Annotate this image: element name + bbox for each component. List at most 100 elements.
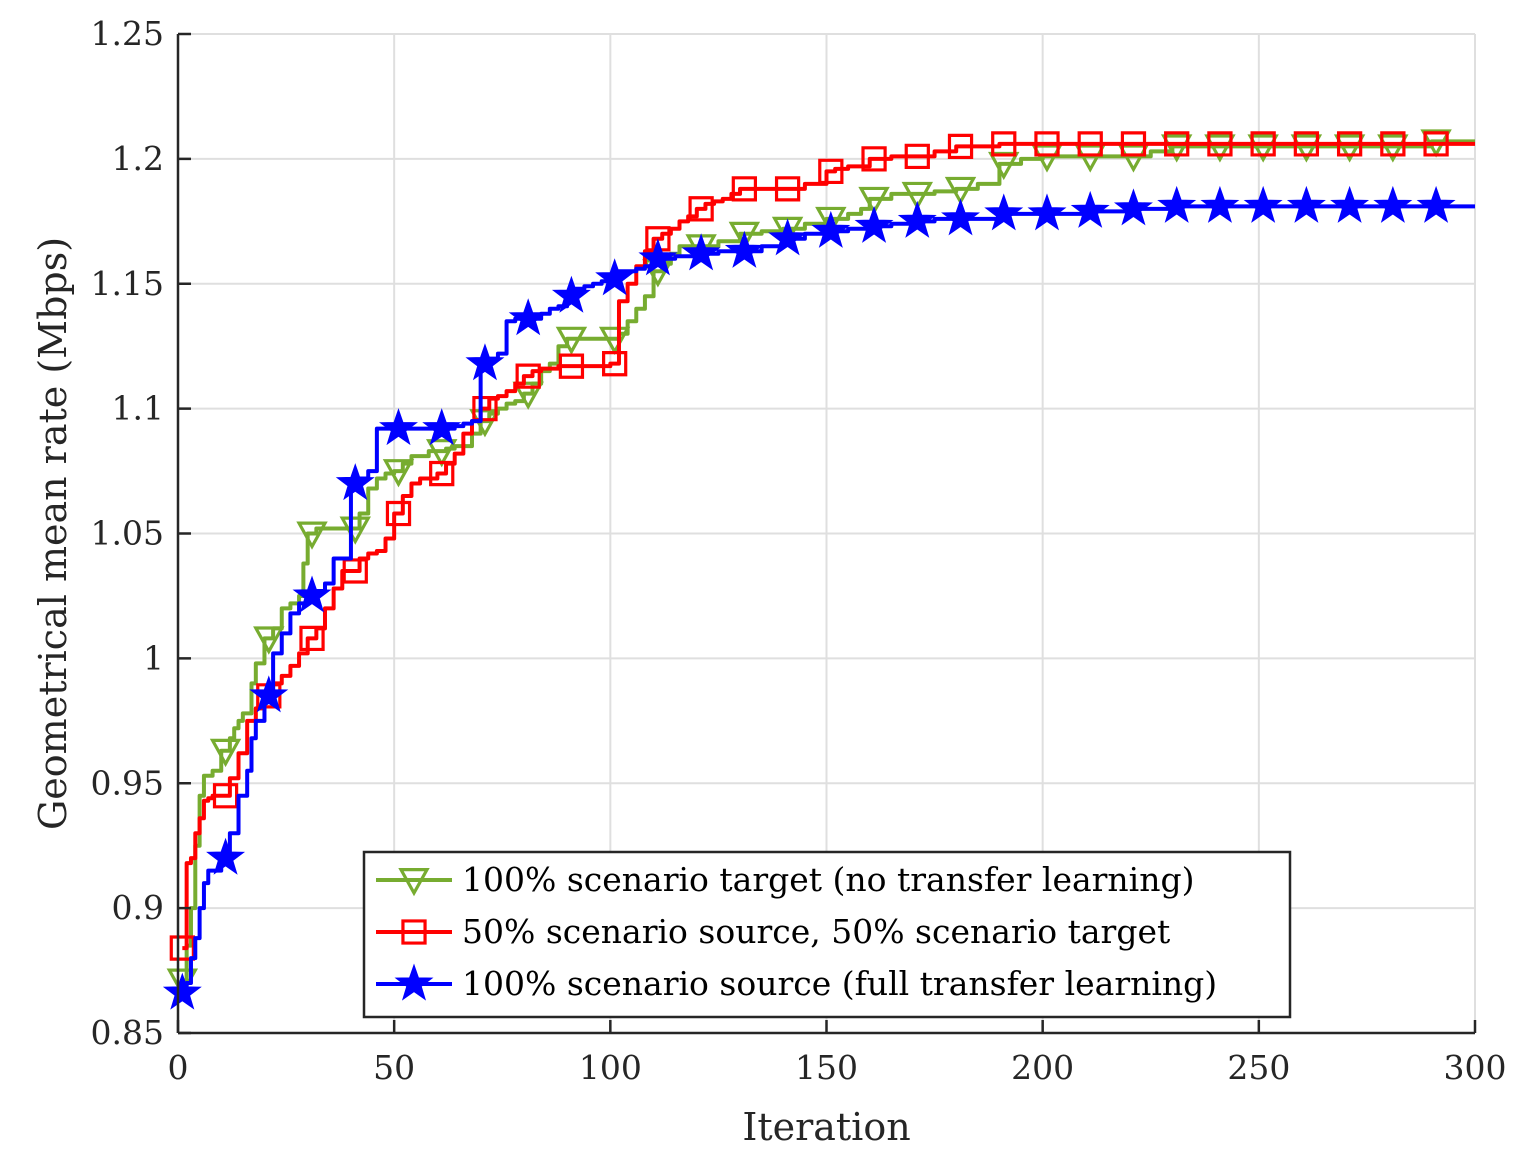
data-point-marker [335,463,375,501]
series-0 [166,129,1475,997]
series-line [182,139,1475,983]
data-point-marker [858,186,890,216]
data-point-marker [292,575,332,613]
ticks: 0 50 100 150 200 250 300 0.85 0.9 0.95 1 1.05 1.1 1.1… [91,14,1507,1087]
data-point-marker [249,675,289,713]
y-tick-label: 1.1 [112,389,164,428]
data-point-marker [1423,131,1449,157]
data-point-marker [1077,131,1103,157]
data-point-marker [638,238,678,276]
data-point-marker [1247,134,1279,163]
x-tick-label: 300 [1444,1048,1507,1087]
data-point-marker [1293,131,1320,157]
data-point-marker [774,176,801,202]
data-point-marker [768,218,808,256]
data-point-marker [1027,193,1067,231]
y-tick-label: 1.05 [91,514,164,553]
data-point-marker [339,516,371,545]
y-tick-label: 0.95 [91,763,164,802]
data-point-marker [1200,185,1240,223]
data-point-marker [1207,131,1233,157]
data-point-marker [947,133,974,160]
data-point-marker [1377,134,1409,163]
legend: 100% scenario target (no transfer learni… [362,850,1292,1019]
legend-entry-label: 100% scenario source (full transfer lear… [462,964,1217,1003]
data-point-marker [422,408,462,446]
legend-swatch-marker [401,919,427,945]
data-point-marker [1373,185,1413,223]
x-tick-label: 50 [373,1048,415,1087]
data-point-marker [731,176,758,202]
x-axis-title: Iteration [742,1105,910,1149]
legend-box [362,850,1292,1019]
series-line [182,204,1475,996]
x-tick-label: 150 [795,1048,858,1087]
data-point-marker [1031,144,1063,173]
data-point-marker [724,230,764,268]
data-point-marker [1416,185,1456,223]
data-point-marker [1333,134,1366,163]
x-tick-label: 200 [1011,1048,1074,1087]
data-point-marker [861,146,887,172]
data-point-marker [558,353,585,379]
data-point-marker [472,395,498,422]
data-point-marker [512,381,544,410]
data-point-marker [429,460,455,487]
data-point-marker [1330,185,1370,223]
data-point-marker [515,363,541,389]
data-point-marker [465,343,505,381]
legend-swatch-marker [394,963,434,1001]
data-point-marker [342,558,368,584]
data-point-marker [1160,134,1193,163]
data-point-marker [385,500,412,527]
data-point-marker [508,298,548,336]
data-point-marker [1120,131,1147,157]
data-point-marker [1336,131,1363,157]
data-point-marker [379,408,418,446]
y-tick-label: 0.9 [112,888,164,927]
data-point-marker [598,326,631,355]
data-point-marker [555,326,588,355]
data-point-marker [941,198,980,236]
data-point-marker [681,233,721,271]
data-point-marker [984,193,1024,231]
data-point-marker [209,738,242,768]
data-point-marker [1070,190,1110,228]
data-point-marker [1290,134,1323,163]
data-point-marker [1286,185,1326,223]
data-point-marker [1074,144,1106,173]
data-point-marker [818,158,844,185]
data-point-marker [811,210,851,248]
y-tick-label: 1 [143,638,164,677]
data-point-marker [1380,131,1406,157]
data-point-marker [1117,144,1150,173]
legend-entry-label: 50% scenario source, 50% scenario target [462,912,1170,951]
data-point-marker [854,205,894,243]
data-point-marker [901,181,934,211]
data-point-marker [206,837,246,875]
series-group [162,129,1475,1010]
data-point-marker [688,196,714,222]
data-point-marker [253,626,285,655]
legend-entry-label: 100% scenario target (no transfer learni… [462,860,1195,899]
data-point-marker [1157,185,1197,223]
x-tick-label: 250 [1227,1048,1290,1087]
data-point-marker [602,351,628,377]
data-point-marker [299,625,325,652]
data-point-marker [551,275,591,313]
y-axis-title: Geometrical mean rate (Mbps) [31,237,75,830]
y-tick-label: 0.85 [91,1013,164,1052]
legend-swatch-marker [398,868,430,897]
data-point-marker [645,226,671,252]
data-point-marker [904,143,930,170]
x-tick-label: 0 [168,1048,189,1087]
data-point-marker [595,258,635,296]
data-point-marker [162,972,202,1010]
data-point-marker [815,206,847,236]
data-point-marker [1250,131,1276,157]
data-point-marker [1164,131,1190,157]
x-tick-label: 100 [579,1048,642,1087]
data-point-marker [1034,131,1060,157]
